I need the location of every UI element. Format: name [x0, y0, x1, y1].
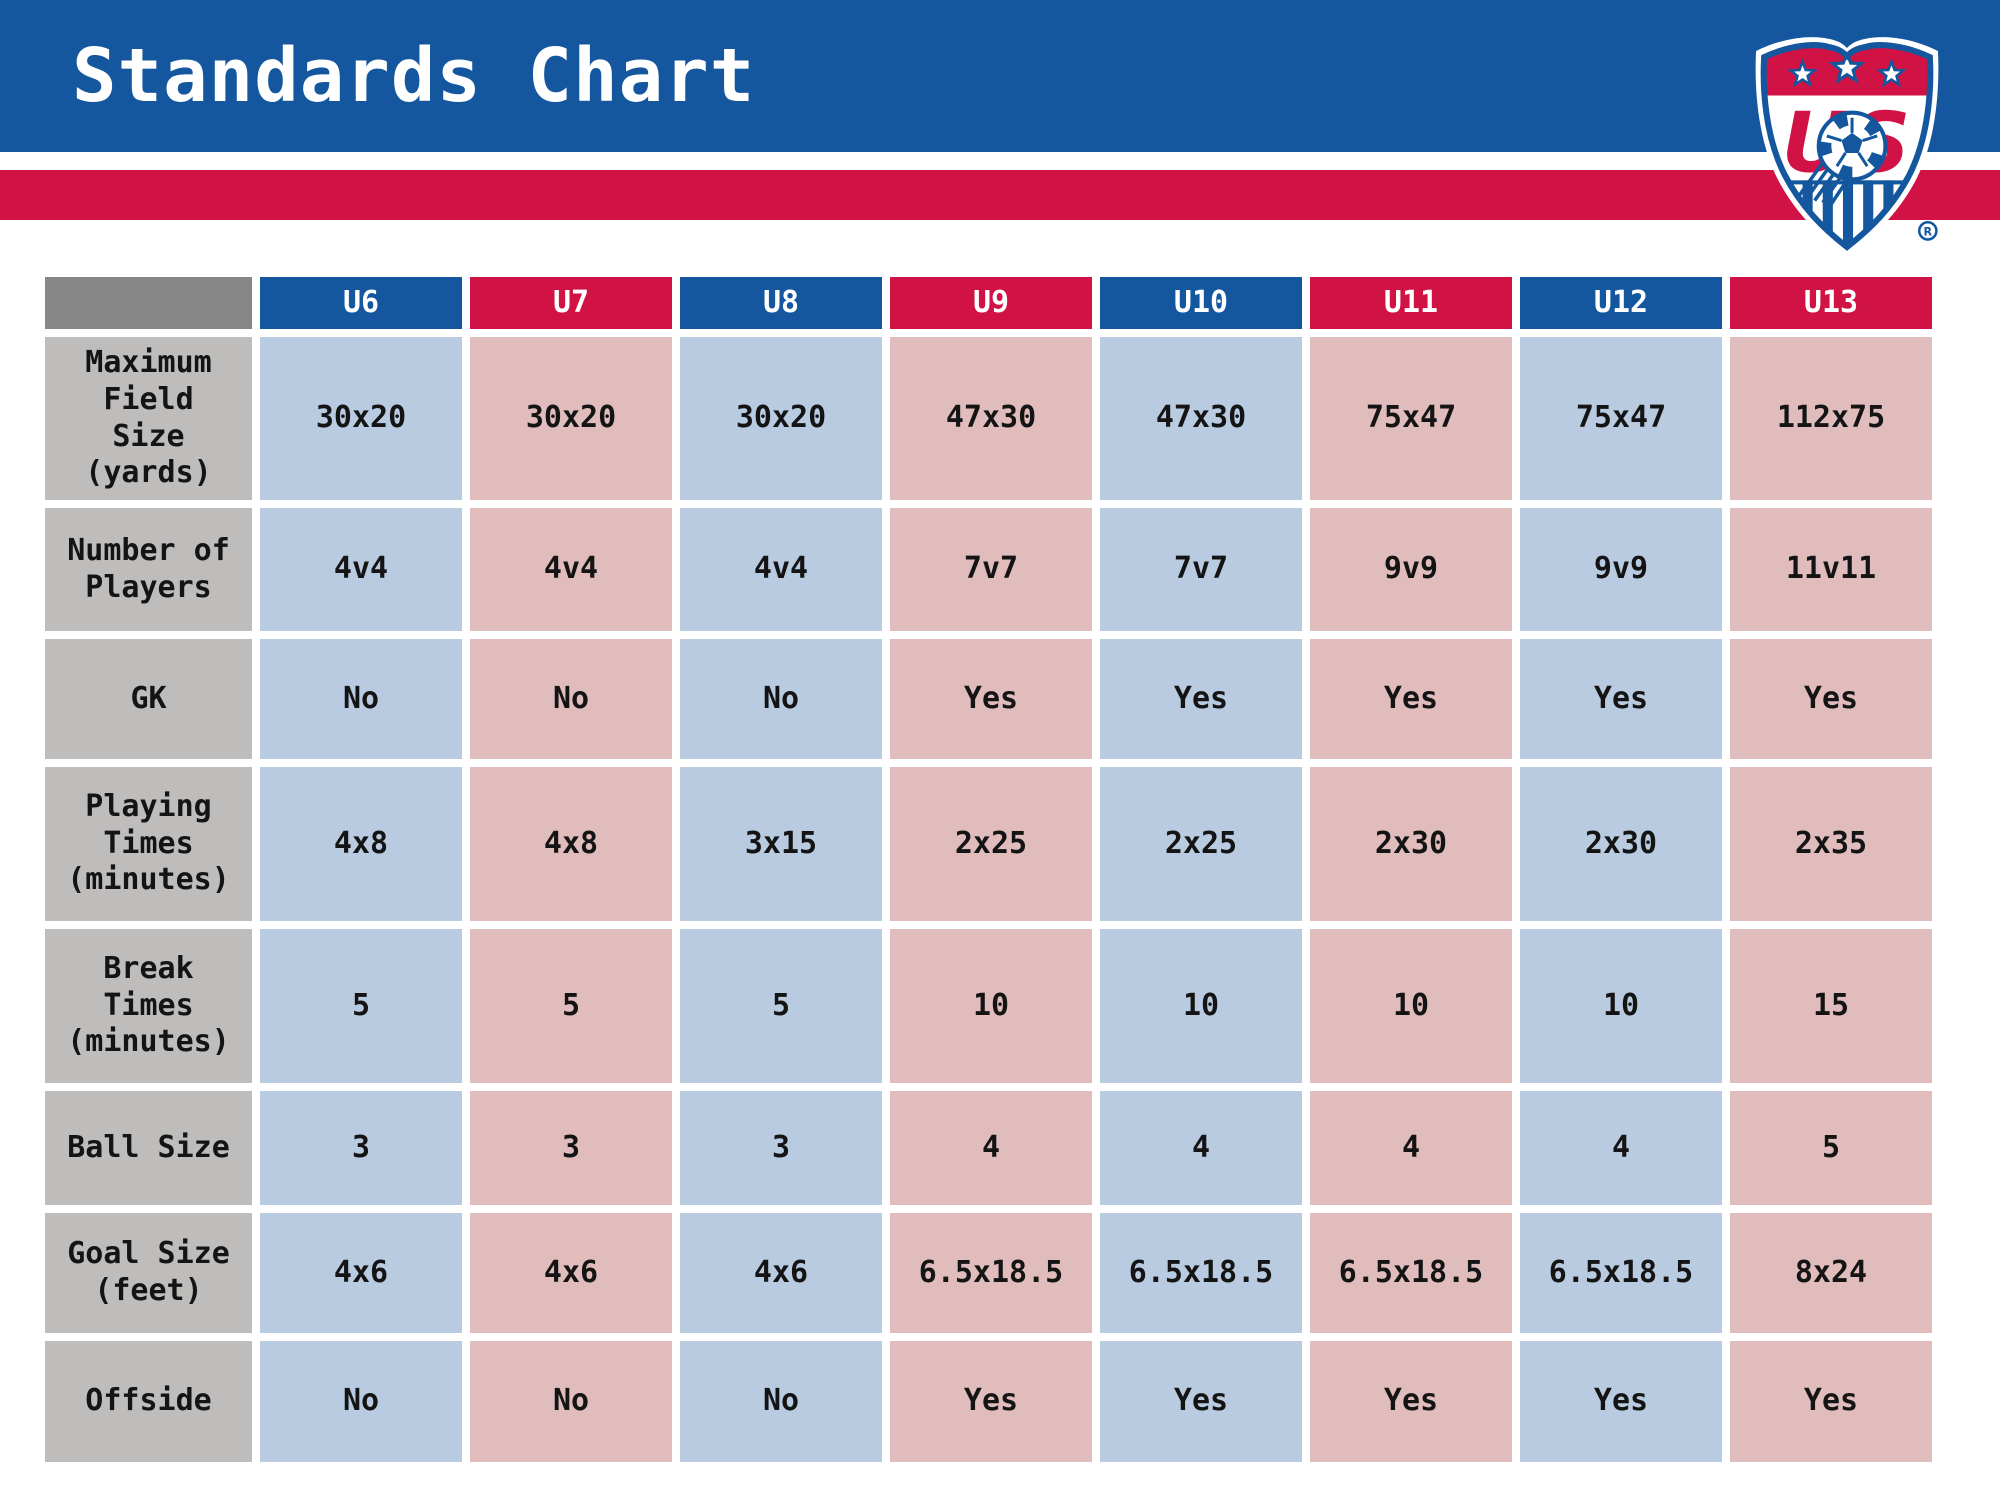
table-cell: 5: [260, 929, 462, 1083]
crest-star-left: [1787, 58, 1818, 88]
table-cell: 6.5x18.5: [1520, 1213, 1722, 1333]
table-cell: Yes: [1730, 639, 1932, 759]
table-cell: Yes: [1520, 639, 1722, 759]
table-cell: No: [680, 639, 882, 759]
table-cell: 75x47: [1520, 337, 1722, 500]
table-cell: No: [470, 639, 672, 759]
table-cell: 2x25: [1100, 767, 1302, 921]
table-cell: 15: [1730, 929, 1932, 1083]
column-header-u10: U10: [1100, 277, 1302, 329]
table-cell: Yes: [1520, 1341, 1722, 1462]
table-corner-cell: [45, 277, 252, 329]
table-cell: 8x24: [1730, 1213, 1932, 1333]
row-header-goal-size-feet-: Goal Size (feet): [45, 1213, 252, 1333]
table-cell: 4: [1310, 1091, 1512, 1205]
row-header-number-of-players: Number of Players: [45, 508, 252, 631]
column-header-u7: U7: [470, 277, 672, 329]
table-cell: 4x8: [260, 767, 462, 921]
table-cell: 6.5x18.5: [1310, 1213, 1512, 1333]
table-cell: 6.5x18.5: [890, 1213, 1092, 1333]
table-cell: 2x30: [1310, 767, 1512, 921]
red-stripe: [0, 170, 2000, 220]
table-cell: 6.5x18.5: [1100, 1213, 1302, 1333]
table-cell: 4v4: [260, 508, 462, 631]
standards-table: U6 U7 U8 U9 U10 U11 U12 U13 Maximum Field Size (…: [45, 277, 1932, 1462]
table-cell: Yes: [890, 1341, 1092, 1462]
table-cell: 4: [1100, 1091, 1302, 1205]
table-cell: 4v4: [680, 508, 882, 631]
table-cell: 3: [470, 1091, 672, 1205]
table-cell: 10: [1100, 929, 1302, 1083]
table-cell: 10: [1310, 929, 1512, 1083]
title-banner: Standards Chart: [0, 0, 2000, 152]
table-cell: 47x30: [1100, 337, 1302, 500]
column-header-u11: U11: [1310, 277, 1512, 329]
table-cell: 5: [1730, 1091, 1932, 1205]
column-header-u9: U9: [890, 277, 1092, 329]
table-cell: Yes: [1100, 1341, 1302, 1462]
table-cell: 2x30: [1520, 767, 1722, 921]
table-cell: 4: [1520, 1091, 1722, 1205]
table-cell: 7v7: [890, 508, 1092, 631]
table-cell: 9v9: [1520, 508, 1722, 631]
table-cell: No: [260, 639, 462, 759]
table-cell: 75x47: [1310, 337, 1512, 500]
row-header-offside: Offside: [45, 1341, 252, 1462]
table-cell: 47x30: [890, 337, 1092, 500]
table-cell: No: [260, 1341, 462, 1462]
table-cell: 3: [680, 1091, 882, 1205]
crest-star-right: [1876, 58, 1907, 88]
table-cell: 3: [260, 1091, 462, 1205]
table-cell: 4x8: [470, 767, 672, 921]
table-cell: 30x20: [260, 337, 462, 500]
table-cell: Yes: [1730, 1341, 1932, 1462]
table-cell: 4x6: [470, 1213, 672, 1333]
row-header-gk: GK: [45, 639, 252, 759]
table-cell: 5: [470, 929, 672, 1083]
table-cell: 5: [680, 929, 882, 1083]
table-cell: No: [470, 1341, 672, 1462]
table-cell: 9v9: [1310, 508, 1512, 631]
column-header-u13: U13: [1730, 277, 1932, 329]
crest-border: [1760, 42, 1934, 251]
table-cell: 11v11: [1730, 508, 1932, 631]
table-cell: Yes: [890, 639, 1092, 759]
table-cell: 2x25: [890, 767, 1092, 921]
table-cell: 10: [890, 929, 1092, 1083]
registered-trademark-icon: R: [1917, 221, 1938, 241]
crest-soccer-ball: [1816, 110, 1888, 182]
column-header-u6: U6: [260, 277, 462, 329]
svg-text:R: R: [1924, 225, 1933, 238]
table-cell: 4x6: [260, 1213, 462, 1333]
table-cell: 30x20: [680, 337, 882, 500]
column-header-u8: U8: [680, 277, 882, 329]
table-cell: 112x75: [1730, 337, 1932, 500]
table-cell: Yes: [1310, 639, 1512, 759]
row-header-break-times-minutes-: Break Times (minutes): [45, 929, 252, 1083]
crest-star-center: [1828, 48, 1866, 84]
table-cell: No: [680, 1341, 882, 1462]
table-cell: 3x15: [680, 767, 882, 921]
table-cell: 2x35: [1730, 767, 1932, 921]
table-cell: 10: [1520, 929, 1722, 1083]
table-cell: Yes: [1310, 1341, 1512, 1462]
column-header-u12: U12: [1520, 277, 1722, 329]
page-title: Standards Chart: [72, 33, 756, 119]
row-header-ball-size: Ball Size: [45, 1091, 252, 1205]
table-cell: 30x20: [470, 337, 672, 500]
table-cell: Yes: [1100, 639, 1302, 759]
us-soccer-crest-logo: US: [1755, 37, 1939, 258]
row-header-maximum-field-size-yards-: Maximum Field Size (yards): [45, 337, 252, 500]
row-header-playing-times-minutes-: Playing Times (minutes): [45, 767, 252, 921]
table-cell: 4: [890, 1091, 1092, 1205]
table-cell: 7v7: [1100, 508, 1302, 631]
table-cell: 4v4: [470, 508, 672, 631]
table-cell: 4x6: [680, 1213, 882, 1333]
